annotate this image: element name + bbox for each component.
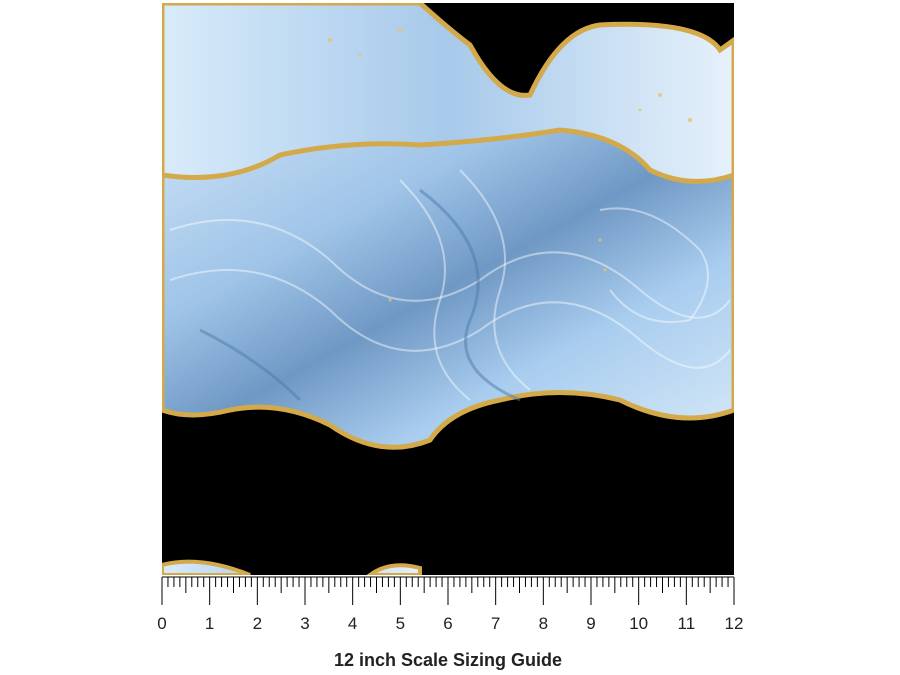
ruler-label: 3 [300, 614, 309, 633]
ruler-label: 7 [491, 614, 500, 633]
ruler-label: 8 [539, 614, 548, 633]
ruler-label: 0 [157, 614, 166, 633]
ruler-label: 6 [443, 614, 452, 633]
ruler-label: 9 [586, 614, 595, 633]
ruler-label: 5 [396, 614, 405, 633]
caption: 12 inch Scale Sizing Guide [334, 650, 562, 670]
ruler-label: 4 [348, 614, 357, 633]
ruler-label: 1 [205, 614, 214, 633]
marble-pattern [162, 3, 734, 575]
ruler: 0 1 2 3 4 5 6 7 8 9 10 11 12 [157, 577, 743, 633]
ruler-label: 11 [678, 614, 696, 633]
ruler-label: 10 [629, 614, 648, 633]
ruler-label: 12 [725, 614, 744, 633]
ruler-label: 2 [253, 614, 262, 633]
